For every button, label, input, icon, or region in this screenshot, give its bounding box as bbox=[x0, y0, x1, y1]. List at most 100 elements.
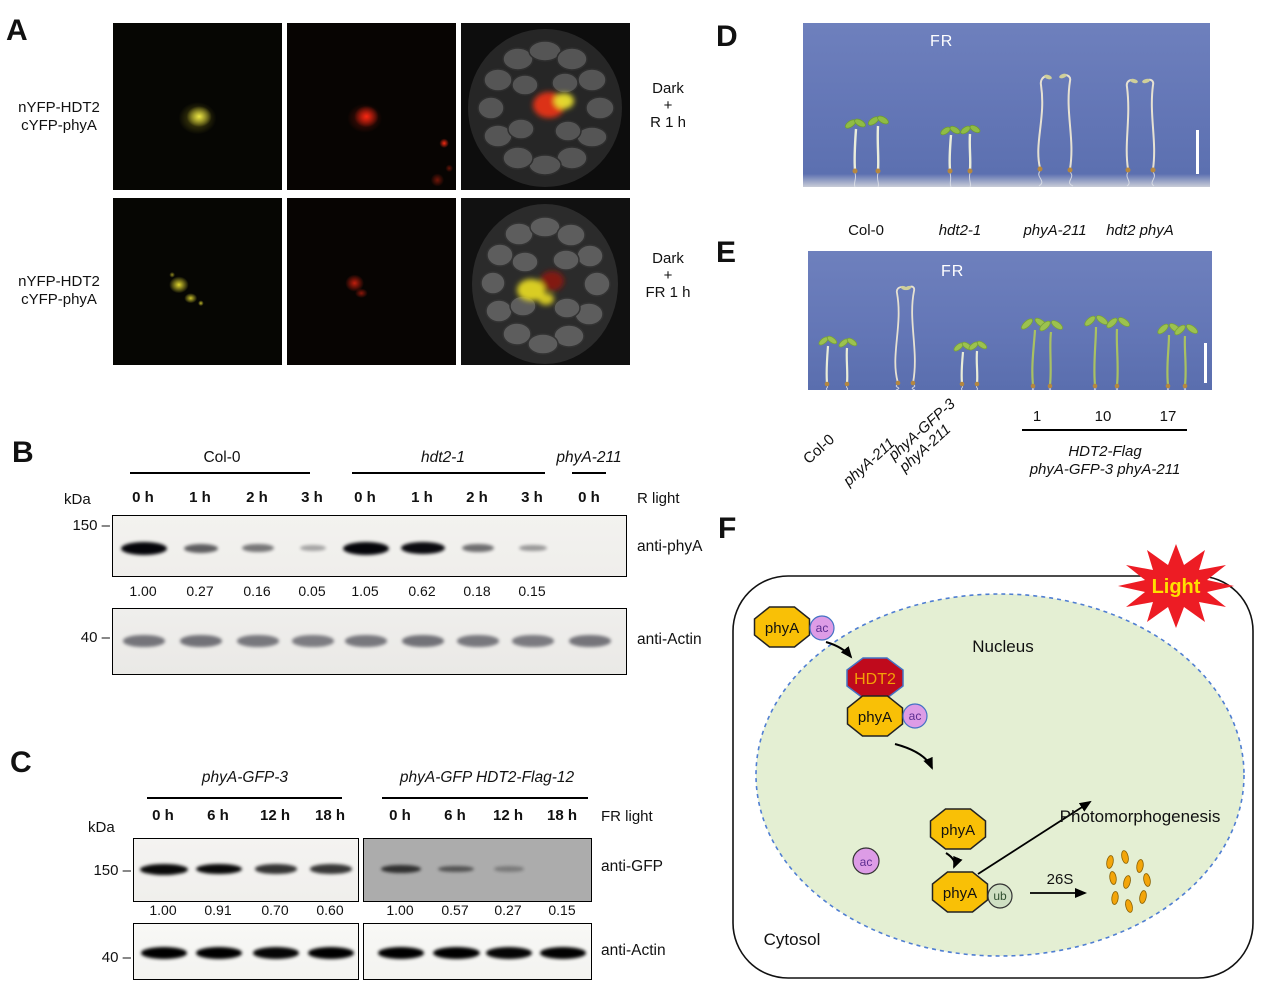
construct-line1: nYFP-HDT2 bbox=[18, 99, 100, 116]
group-underline bbox=[572, 472, 606, 474]
blot-band bbox=[184, 543, 218, 553]
confocal-merge-row1 bbox=[461, 23, 630, 190]
quantification-value: 0.27 bbox=[186, 583, 214, 599]
panel-a-construct-label-row2: nYFP-HDT2 cYFP-phyA bbox=[8, 273, 110, 309]
blot-band bbox=[512, 635, 554, 647]
blot-band bbox=[493, 866, 525, 872]
kda-label: kDa bbox=[88, 819, 115, 836]
scale-bar bbox=[1204, 343, 1207, 383]
quantification-value: 0.18 bbox=[463, 583, 491, 599]
quantification-value: 1.00 bbox=[129, 583, 157, 599]
scale-bar bbox=[1196, 130, 1199, 174]
confocal-rfp-row1 bbox=[287, 23, 456, 190]
timepoint-label: 3 h bbox=[521, 489, 543, 506]
phya-octagon-deacetylated bbox=[929, 808, 987, 850]
acetyl-circle bbox=[902, 703, 928, 729]
confocal-merge-row2 bbox=[461, 198, 630, 365]
blot-band bbox=[123, 635, 165, 647]
blot-band bbox=[401, 541, 445, 555]
blot-band bbox=[252, 947, 300, 959]
mw-marker-40: 40 – bbox=[101, 949, 131, 966]
quantification-value: 0.70 bbox=[261, 902, 289, 918]
timepoint-label: 0 h bbox=[389, 807, 411, 824]
condition-line1: Dark bbox=[652, 80, 684, 97]
timepoint-label: 12 h bbox=[259, 807, 290, 824]
quantification-value: 1.00 bbox=[149, 902, 177, 918]
group-underline bbox=[352, 472, 545, 474]
timepoint-label: 0 h bbox=[578, 489, 600, 506]
arrow-deacetylation bbox=[894, 743, 933, 770]
blot-band bbox=[401, 635, 445, 647]
blot-band bbox=[432, 947, 480, 959]
blot-band bbox=[457, 635, 499, 647]
panel-a-letter: A bbox=[6, 14, 28, 47]
seedlings-graphic-e bbox=[818, 285, 1207, 390]
timepoint-label: 18 h bbox=[314, 807, 345, 824]
hdt2-label: HDT2 bbox=[854, 671, 896, 688]
confocal-rfp-row2 bbox=[287, 198, 456, 365]
ubiquitin-circle bbox=[987, 883, 1013, 909]
phya-octagon-hdt2-bound bbox=[846, 695, 904, 737]
timepoint-label: 18 h bbox=[546, 807, 577, 824]
phya-label: phyA bbox=[941, 822, 975, 839]
light-condition-label-d: FR bbox=[930, 33, 954, 50]
blot-band bbox=[461, 543, 495, 553]
condition-line3: R 1 h bbox=[650, 114, 686, 131]
blot-band bbox=[140, 863, 188, 875]
quantification-value: 0.27 bbox=[494, 902, 522, 918]
group-underline bbox=[130, 472, 310, 474]
phya-label: phyA bbox=[765, 620, 799, 637]
timepoint-label: 6 h bbox=[207, 807, 229, 824]
line-number-1: 1 bbox=[1032, 408, 1042, 425]
condition-line3: FR 1 h bbox=[645, 284, 691, 301]
seedling-photo-fr-d bbox=[803, 23, 1210, 187]
light-condition-label: R light bbox=[637, 490, 680, 507]
blot-band bbox=[377, 947, 425, 959]
seedlings-graphic-d bbox=[844, 73, 1199, 187]
blot-band bbox=[300, 544, 326, 552]
quantification-value: 0.05 bbox=[298, 583, 326, 599]
antibody-label-gfp: anti-GFP bbox=[601, 858, 664, 875]
quantification-value: 0.60 bbox=[316, 902, 344, 918]
condition-line1: Dark bbox=[652, 250, 684, 267]
blot-band bbox=[381, 865, 421, 873]
blot-band bbox=[438, 865, 474, 873]
blot-band bbox=[307, 947, 355, 959]
group-underline bbox=[147, 797, 342, 799]
genotype-label-phya211-rot: phyA-211 bbox=[840, 434, 899, 490]
genotype-group-hdt2-1: hdt2-1 bbox=[421, 449, 465, 466]
blot-anti-actin-c-right bbox=[363, 923, 592, 980]
arrow-import bbox=[825, 641, 853, 659]
confocal-yfp-row1 bbox=[113, 23, 282, 190]
blot-anti-actin-c-left bbox=[133, 923, 359, 980]
panel-a-condition-row1: Dark + R 1 h bbox=[630, 80, 706, 131]
blot-band bbox=[195, 863, 243, 875]
blot-band bbox=[242, 543, 274, 552]
panel-a-condition-row2: Dark + FR 1 h bbox=[630, 250, 706, 301]
blot-band bbox=[343, 541, 389, 555]
mw-marker-40: 40 – bbox=[80, 629, 110, 646]
panel-d-letter: D bbox=[716, 20, 738, 53]
degraded-fragments bbox=[1106, 850, 1151, 913]
blot-band bbox=[140, 947, 188, 959]
construct-line2: cYFP-phyA bbox=[21, 117, 97, 134]
arrow-ubiquitination bbox=[945, 852, 963, 869]
blot-band bbox=[569, 635, 611, 647]
genotype-label-col0-rot: Col-0 bbox=[800, 431, 839, 468]
phya-label: phyA bbox=[943, 885, 977, 902]
light-label: Light bbox=[1152, 576, 1201, 598]
panel-a-construct-label-row1: nYFP-HDT2 cYFP-phyA bbox=[8, 99, 110, 135]
phya-label: phyA bbox=[858, 709, 892, 726]
genotype-group-phya-211: phyA-211 bbox=[556, 449, 622, 466]
condition-line2: + bbox=[663, 267, 673, 284]
ub-label: ub bbox=[993, 889, 1007, 903]
blot-band bbox=[539, 947, 587, 959]
light-burst-icon bbox=[1118, 544, 1234, 628]
timepoint-label: 2 h bbox=[466, 489, 488, 506]
timepoint-label: 12 h bbox=[492, 807, 523, 824]
quantification-value: 0.15 bbox=[518, 583, 546, 599]
genotype-group-phya-gfp3: phyA-GFP-3 bbox=[201, 769, 289, 786]
transgenic-group-line1: HDT2-Flag bbox=[1068, 443, 1142, 460]
line-group-underline bbox=[1022, 429, 1187, 431]
mw-marker-150: 150 – bbox=[93, 862, 131, 879]
